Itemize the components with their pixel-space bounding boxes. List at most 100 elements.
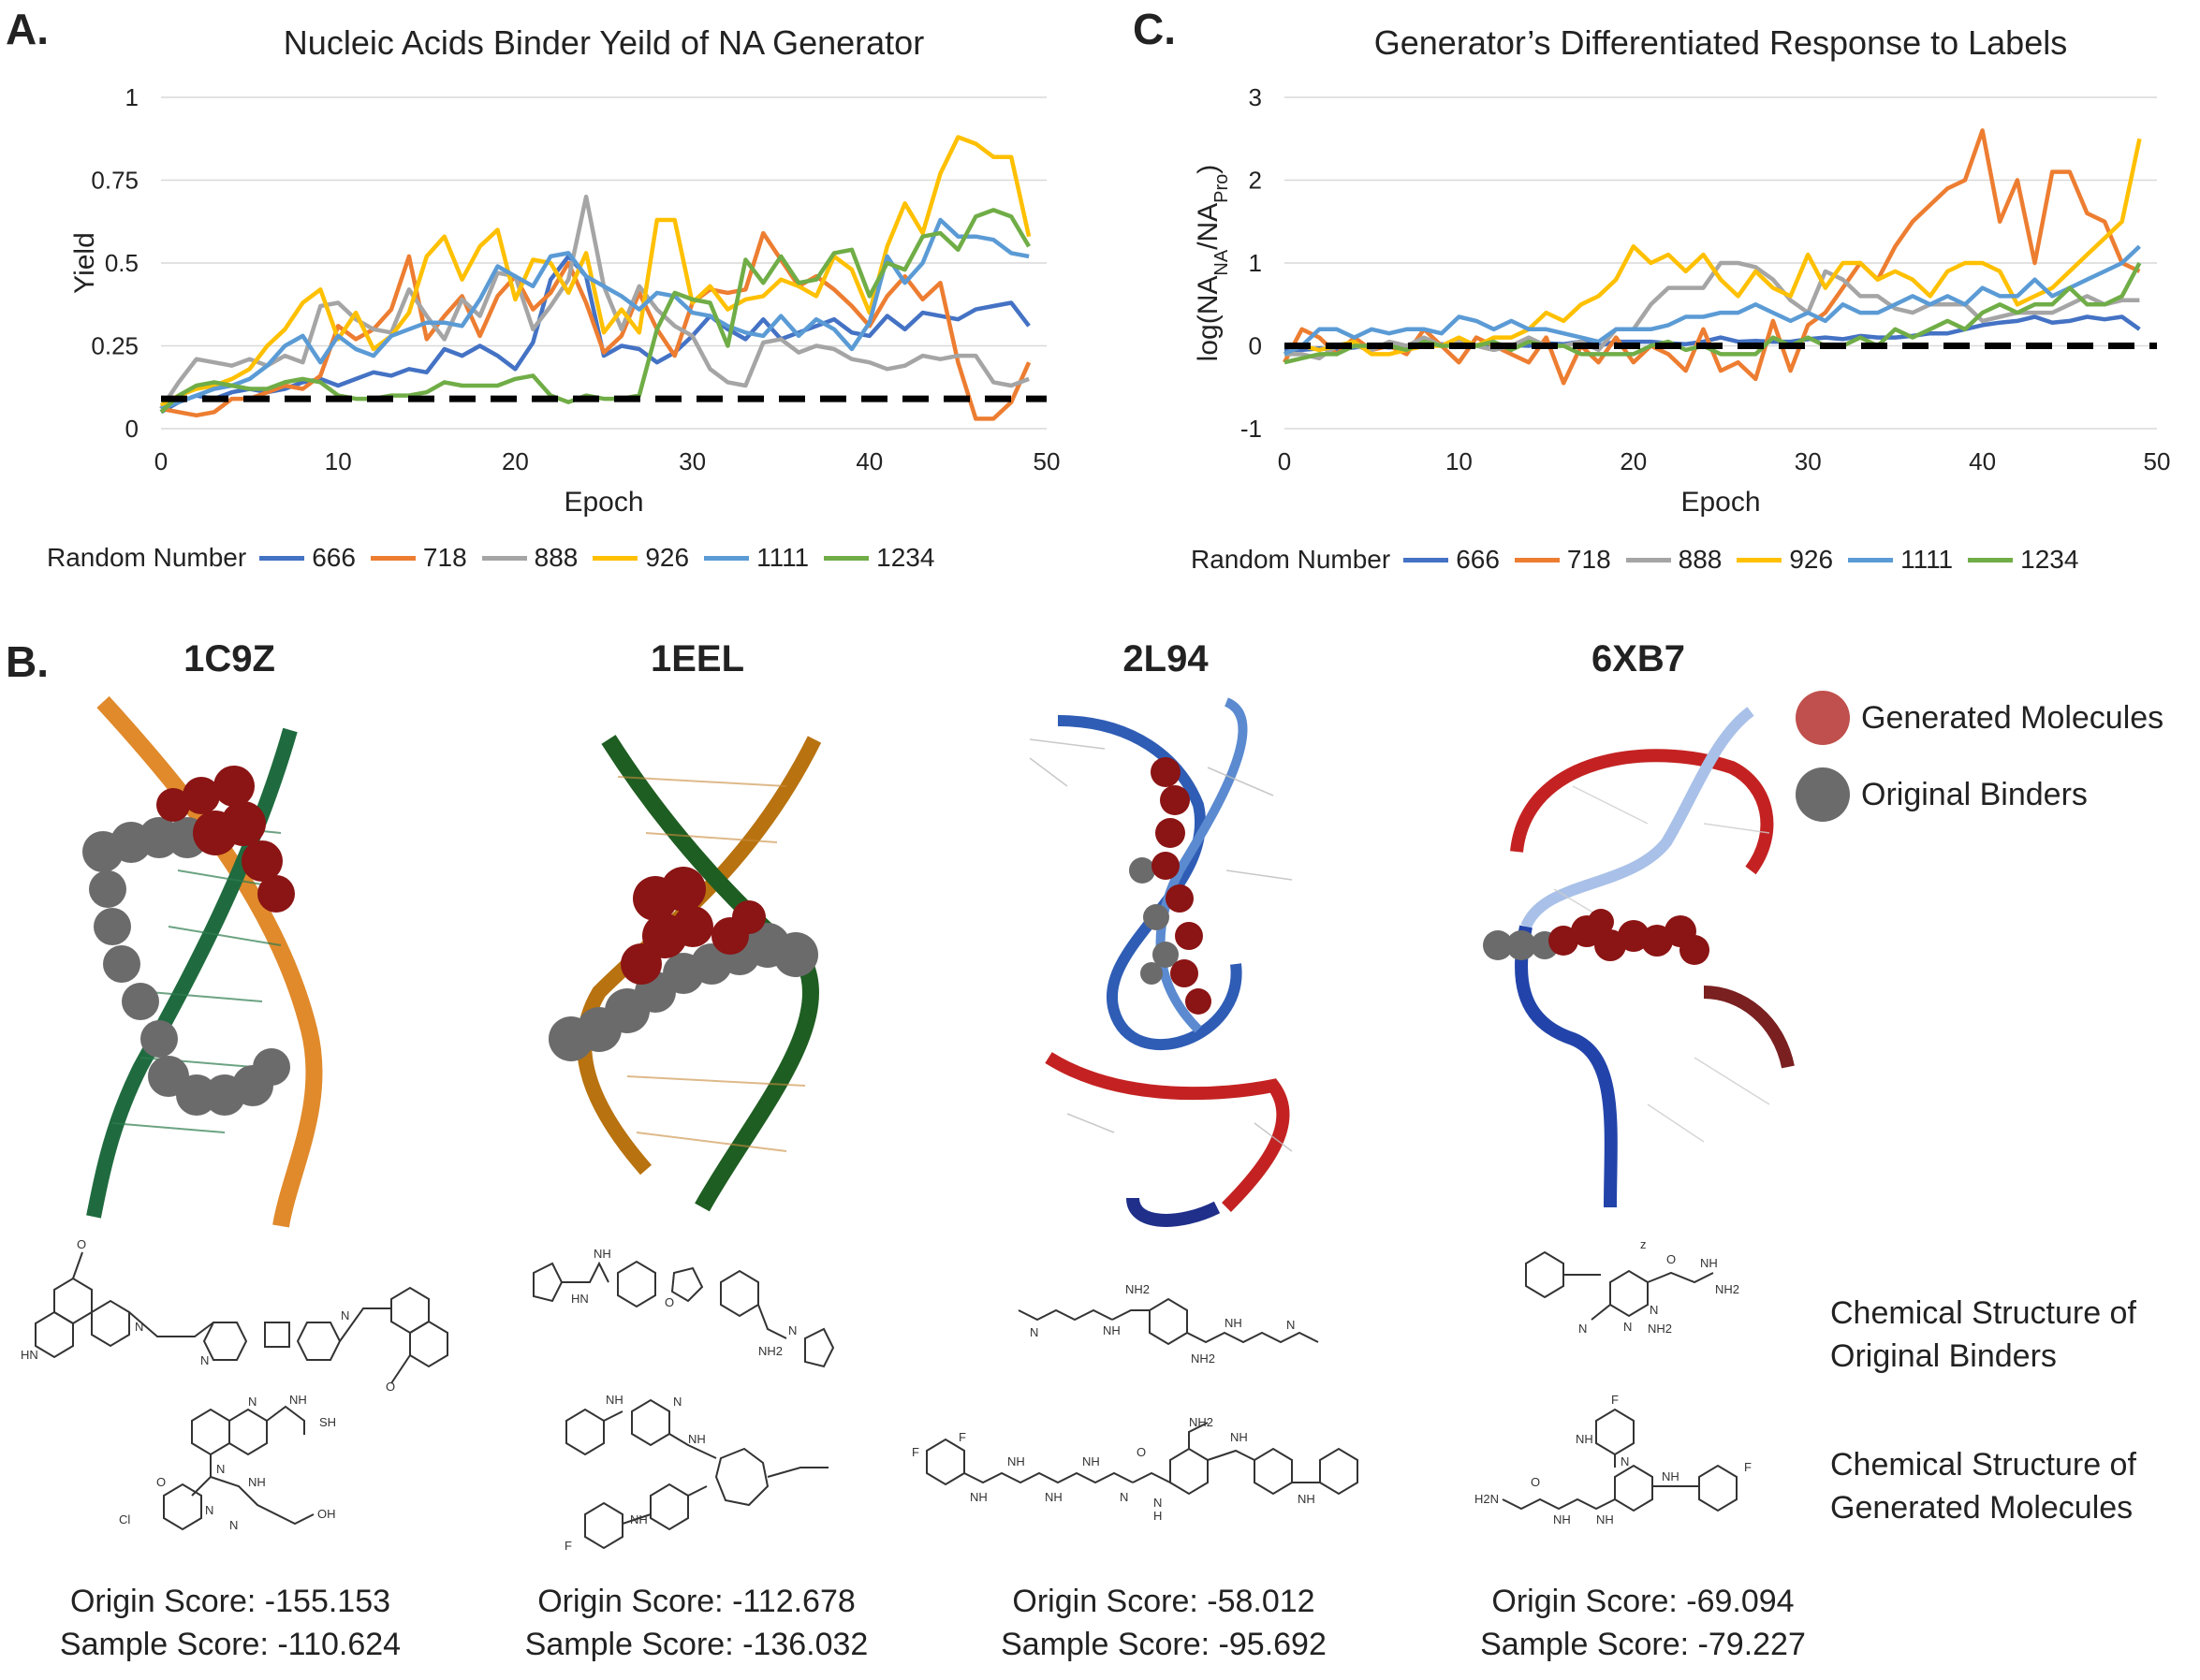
atom-label: NH2: [1189, 1415, 1213, 1429]
legend-item: 926: [1737, 545, 1833, 575]
y-tick-label: 1: [1249, 249, 1262, 277]
atom-label: z: [1640, 1237, 1647, 1251]
y-tick-label: 3: [1249, 83, 1262, 111]
origin-score: Origin Score: -112.678: [537, 1584, 856, 1619]
x-tick-label: 30: [1795, 447, 1822, 475]
pdb-title: 2L94: [1122, 638, 1209, 679]
structure-1c9z-render: [37, 683, 468, 1235]
chart-a-svg: Nucleic Acids Binder Yeild of NA Generat…: [69, 23, 1061, 518]
panel-letter-a: A.: [6, 5, 49, 53]
series-line-888: [1284, 260, 2140, 361]
chem-structure-1c9z-original: HN N N N O O: [17, 1234, 457, 1397]
atom-label: NH: [1082, 1454, 1100, 1468]
atom-label: F: [912, 1445, 919, 1459]
atom-label: N: [1621, 1454, 1629, 1468]
atom-label: O: [665, 1295, 674, 1309]
atom-label: NH: [1596, 1512, 1614, 1527]
atom-label: N: [248, 1395, 257, 1409]
legend-swatch: [370, 555, 416, 561]
atom-label: Cl: [119, 1512, 130, 1527]
atom-label: NH2: [1125, 1282, 1150, 1296]
x-tick-label: 50: [1034, 447, 1061, 475]
atom-label: N: [216, 1462, 225, 1476]
atom-label: NH2: [758, 1344, 783, 1358]
legend-swatch: [1848, 557, 1894, 562]
atom-label: N: [1286, 1318, 1295, 1332]
legend-item: 666: [1403, 545, 1500, 575]
atom-label: NH: [630, 1512, 648, 1527]
x-tick-label: 40: [1969, 447, 1996, 475]
x-tick-label: 20: [1620, 447, 1647, 475]
atom-label: NH: [688, 1432, 706, 1446]
legend-item: 1111: [704, 543, 809, 573]
legend-item: 888: [1625, 545, 1722, 575]
generated-dot-icon: [1796, 691, 1850, 745]
y-tick-label: 0.5: [105, 249, 139, 277]
x-tick-label: 10: [1445, 447, 1473, 475]
legend-label: 1234: [2020, 545, 2079, 574]
y-tick-label: 0.25: [91, 332, 139, 360]
x-tick-label: 10: [325, 447, 352, 475]
sample-score: Sample Score: -79.227: [1480, 1627, 1806, 1662]
key-generated: Generated Molecules: [1796, 691, 2163, 745]
x-tick-label: 40: [856, 447, 883, 475]
atom-label: N: [200, 1353, 209, 1367]
x-axis-label: Epoch: [1680, 487, 1760, 518]
structure-1eel-render: [506, 683, 936, 1235]
label-line: Original Binders: [1830, 1338, 2057, 1374]
legend-item: 1234: [1968, 545, 2078, 575]
atom-label: H2N: [1474, 1492, 1499, 1506]
atom-label: O: [1137, 1445, 1146, 1459]
legend-item: 926: [593, 543, 689, 573]
legend-swatch: [481, 555, 527, 561]
atom-label: NH: [594, 1247, 611, 1261]
panel-letter-c: C.: [1133, 5, 1176, 53]
y-tick-label: 1: [125, 83, 139, 111]
legend-label: 718: [422, 543, 467, 572]
series-line-718: [160, 230, 1032, 421]
y-tick-label: 0.75: [91, 167, 139, 195]
legend-swatch: [593, 555, 638, 561]
legend-item: 1111: [1848, 545, 1953, 575]
sample-score: Sample Score: -110.624: [59, 1627, 402, 1662]
atom-label: HN: [21, 1348, 38, 1362]
chart-a-legend: Random Number 666 718 888 926 1111 1234: [47, 543, 949, 573]
atom-label: O: [1531, 1475, 1540, 1489]
legend-label: 666: [312, 543, 356, 572]
atom-label: NH: [1225, 1316, 1242, 1330]
legend-item: 888: [481, 543, 579, 573]
series-line-666: [159, 254, 1031, 415]
atom-label: NH: [289, 1393, 307, 1407]
label-line: Generated Molecules: [1830, 1490, 2134, 1526]
chart-a: Nucleic Acids Binder Yeild of NA Generat…: [0, 0, 1100, 524]
legend-label: 888: [534, 543, 579, 572]
atom-label: N: [1650, 1303, 1658, 1317]
structure-2l94-render: [992, 683, 1423, 1235]
chem-structure-6xb7-original: z O NH NH2 N N NH2 N: [1507, 1235, 1751, 1381]
key-original-label: Original Binders: [1861, 776, 2088, 812]
atom-label: N: [673, 1395, 682, 1409]
chem-structure-1c9z-generated: N NH SH O Cl N NH N N OH: [108, 1393, 370, 1552]
chem-structure-1eel-generated: NH N NH F NH: [557, 1383, 847, 1556]
atom-label: NH: [1576, 1432, 1593, 1446]
atom-label: NH2: [1648, 1322, 1672, 1336]
atom-label: N: [1120, 1490, 1128, 1504]
atom-label: O: [1666, 1252, 1676, 1266]
legend-swatch: [259, 555, 305, 561]
sample-score: Sample Score: -136.032: [524, 1627, 869, 1662]
legend-swatch: [1737, 557, 1782, 562]
legend-label: 1234: [876, 543, 935, 572]
pdb-title: 6XB7: [1591, 638, 1686, 679]
atom-label: OH: [317, 1507, 336, 1521]
chart-c: Generator’s Differentiated Response to L…: [1133, 0, 2200, 524]
atom-label: F: [1611, 1393, 1619, 1407]
chart-c-legend: Random Number 666 718 888 926 1111 1234: [1191, 545, 2093, 575]
legend-label: 718: [1566, 545, 1611, 574]
legend-item: 718: [1514, 545, 1611, 575]
y-tick-label: 0: [125, 415, 139, 443]
x-tick-label: 30: [679, 447, 706, 475]
atom-label: NH2: [1715, 1282, 1739, 1296]
legend-title: Random Number: [1191, 545, 1391, 574]
y-tick-label: 0: [1249, 332, 1262, 360]
atom-label: NH: [1007, 1454, 1025, 1468]
